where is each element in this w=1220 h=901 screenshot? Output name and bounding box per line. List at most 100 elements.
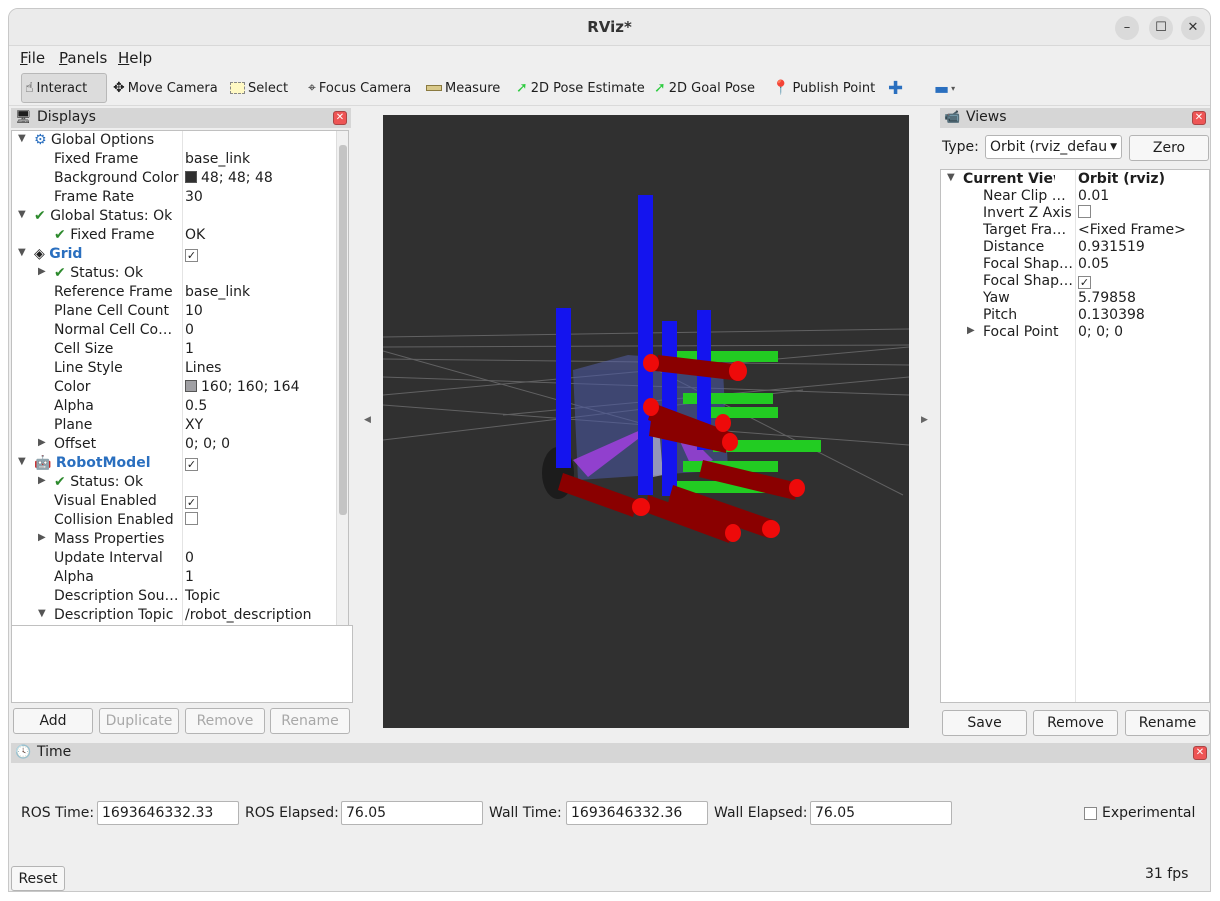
close-window-button[interactable]: ✕ [1181, 16, 1205, 40]
expand-arrow-icon[interactable]: ▼ [38, 608, 46, 619]
tree-row[interactable]: Fixed Frame base_link [54, 151, 251, 167]
close-views-icon[interactable]: ✕ [1192, 111, 1206, 125]
expand-arrow-icon[interactable]: ▶ [38, 266, 46, 277]
tree-row[interactable]: Color 160; 160; 164 [54, 379, 300, 395]
tree-row-robotmodel[interactable]: ▼ 🤖 RobotModel ✓ [18, 455, 198, 471]
focal-shape-checkbox[interactable]: ✓ [1078, 276, 1091, 289]
reset-button[interactable]: Reset [11, 866, 65, 891]
ros-time-field[interactable]: 1693646332.33 [97, 801, 239, 825]
tree-row[interactable]: Target Fra… <Fixed Frame> [983, 222, 1186, 238]
duplicate-display-button[interactable]: Duplicate [99, 708, 179, 734]
grid-enabled-checkbox[interactable]: ✓ [185, 249, 198, 262]
move-camera-tool[interactable]: ✥ Move Camera [113, 80, 218, 96]
invert-z-checkbox[interactable] [1078, 205, 1091, 218]
zero-button[interactable]: Zero [1129, 135, 1209, 161]
add-display-button[interactable]: Add [13, 708, 93, 734]
tree-row[interactable]: Distance 0.931519 [983, 239, 1145, 255]
tree-row[interactable]: Pitch 0.130398 [983, 307, 1145, 323]
tree-row[interactable]: Cell Size 1 [54, 341, 194, 357]
maximize-button[interactable]: ☐ [1149, 16, 1173, 40]
displays-scrollbar[interactable] [336, 131, 348, 627]
expand-arrow-icon[interactable]: ▼ [18, 209, 26, 220]
rename-display-button[interactable]: Rename [270, 708, 350, 734]
save-view-button[interactable]: Save [942, 710, 1027, 736]
expand-arrow-icon[interactable]: ▶ [38, 437, 46, 448]
scrollbar-thumb[interactable] [339, 145, 347, 515]
visual-enabled-checkbox[interactable]: ✓ [185, 496, 198, 509]
tree-row[interactable]: Description Sou… Topic [54, 588, 221, 604]
collapse-right-icon[interactable]: ▶ [921, 415, 928, 425]
move-arrows-icon: ✥ [113, 80, 125, 96]
tree-row[interactable]: Reference Frame base_link [54, 284, 251, 300]
tree-row[interactable]: Alpha 1 [54, 569, 194, 585]
color-swatch[interactable] [185, 380, 197, 392]
experimental-checkbox[interactable] [1084, 807, 1097, 820]
wall-elapsed-field[interactable]: 76.05 [810, 801, 952, 825]
plus-icon: ✚ [888, 77, 904, 99]
view-type-label: Type: [942, 139, 979, 155]
interact-tool[interactable]: ☝ Interact [21, 73, 107, 103]
tree-row[interactable]: ▶ Offset 0; 0; 0 [38, 436, 231, 452]
tree-row[interactable]: ▶ ✔ Status: Ok [38, 265, 144, 281]
expand-arrow-icon[interactable]: ▶ [967, 325, 975, 336]
robotmodel-enabled-checkbox[interactable]: ✓ [185, 458, 198, 471]
expand-arrow-icon[interactable]: ▼ [18, 247, 26, 258]
goal-pose-tool[interactable]: ➚ 2D Goal Pose [654, 80, 755, 96]
add-tool-button[interactable]: ✚ [885, 73, 906, 103]
remove-display-button[interactable]: Remove [185, 708, 265, 734]
measure-tool[interactable]: Measure [423, 73, 503, 103]
wall-time-field[interactable]: 1693646332.36 [566, 801, 708, 825]
tree-row-global-status[interactable]: ▼ ✔ Global Status: Ok [18, 208, 173, 224]
close-time-icon[interactable]: ✕ [1193, 746, 1207, 760]
select-tool[interactable]: Select [227, 73, 291, 103]
publish-point-tool[interactable]: 📍 Publish Point [772, 80, 876, 96]
expand-arrow-icon[interactable]: ▶ [38, 475, 46, 486]
pose-estimate-tool[interactable]: ➚ 2D Pose Estimate [516, 80, 645, 96]
tree-row[interactable]: Near Clip … 0.01 [983, 188, 1110, 204]
tree-row[interactable]: ▶ ✔ Status: Ok [38, 474, 144, 490]
remove-view-button[interactable]: Remove [1033, 710, 1118, 736]
remove-tool-button[interactable]: ▬ ▾ [934, 78, 956, 98]
tree-row[interactable]: ▶ Focal Point 0; 0; 0 [967, 324, 1124, 340]
tree-row[interactable]: Frame Rate 30 [54, 189, 203, 205]
tree-row-grid[interactable]: ▼ ◈ Grid ✓ [18, 246, 198, 262]
tree-row[interactable]: Collision Enabled [12, 511, 338, 530]
expand-arrow-icon[interactable]: ▼ [947, 172, 955, 183]
menu-file[interactable]: File [20, 49, 46, 67]
camera-icon: 📹 [944, 110, 961, 125]
gear-icon: ⚙ [34, 132, 47, 148]
tree-row[interactable]: Invert Z Axis [941, 205, 1209, 222]
time-panel: ROS Time: 1693646332.33 ROS Elapsed: 76.… [9, 763, 1210, 891]
collision-enabled-checkbox[interactable] [185, 512, 198, 525]
tree-row[interactable]: Focal Shap… 0.05 [983, 256, 1110, 272]
expand-arrow-icon[interactable]: ▼ [18, 456, 26, 467]
tree-row[interactable]: ▼ Description Topic /robot_description [38, 607, 312, 623]
close-displays-icon[interactable]: ✕ [333, 111, 347, 125]
minimize-button[interactable]: – [1115, 16, 1139, 40]
tree-row[interactable]: Background Color 48; 48; 48 [54, 170, 273, 186]
tree-row[interactable]: Alpha 0.5 [54, 398, 208, 414]
tree-row[interactable]: Plane XY [54, 417, 204, 433]
rename-view-button[interactable]: Rename [1125, 710, 1210, 736]
color-swatch[interactable] [185, 171, 197, 183]
ros-elapsed-field[interactable]: 76.05 [341, 801, 483, 825]
view-type-select[interactable]: Orbit (rviz_defau ▼ [985, 135, 1122, 159]
tree-row[interactable]: ▶ Mass Properties [38, 531, 165, 547]
tree-row-current-view[interactable]: ▼ Current View Orbit (rviz) [947, 171, 1165, 187]
menu-help[interactable]: Help [118, 49, 153, 67]
tree-row-global-options[interactable]: ▼ ⚙ Global Options [18, 132, 155, 148]
tree-row[interactable]: Plane Cell Count 10 [54, 303, 203, 319]
focus-camera-tool[interactable]: ⌖ Focus Camera [308, 80, 412, 96]
tree-row[interactable]: ✔ Fixed Frame OK [54, 227, 206, 243]
tree-row[interactable]: Yaw 5.79858 [983, 290, 1136, 306]
tree-row[interactable]: Line Style Lines [54, 360, 222, 376]
collapse-left-icon[interactable]: ◀ [364, 415, 371, 425]
3d-viewport[interactable] [382, 115, 910, 728]
expand-arrow-icon[interactable]: ▶ [38, 532, 46, 543]
tree-row[interactable]: Normal Cell Co… 0 [54, 322, 194, 338]
tree-row[interactable]: Visual Enabled ✓ [54, 493, 198, 509]
menu-panels[interactable]: Panels [59, 49, 108, 67]
expand-arrow-icon[interactable]: ▼ [18, 133, 26, 144]
tree-row[interactable]: Focal Shap… ✓ [983, 273, 1091, 289]
tree-row[interactable]: Update Interval 0 [54, 550, 194, 566]
